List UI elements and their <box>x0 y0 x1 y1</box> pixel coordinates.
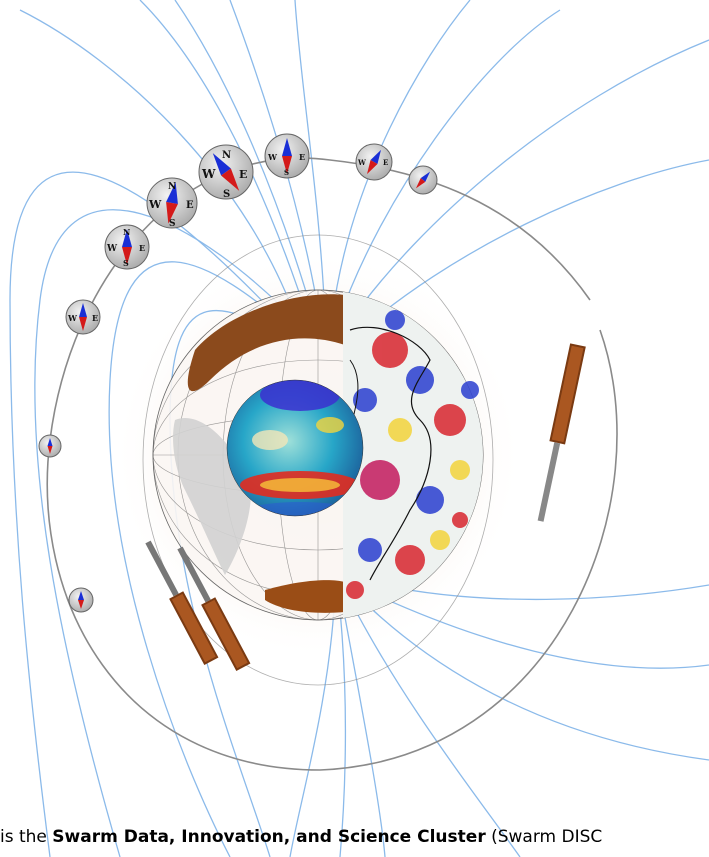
compass-3-west: W <box>67 313 78 323</box>
compass-5-south: S <box>169 219 176 229</box>
compass-3-east: E <box>92 313 98 323</box>
compass-7-west: W <box>267 152 278 162</box>
compass-6-south: S <box>223 189 230 200</box>
compass-1 <box>68 587 94 613</box>
compass-7-east: E <box>299 152 305 162</box>
compass-5-west: W <box>148 198 162 211</box>
compass-6-west: W <box>201 167 216 181</box>
compass-5: N W E S <box>146 177 198 229</box>
compass-3: W E <box>65 299 101 335</box>
compass-4-east: E <box>139 243 145 253</box>
compass-2 <box>38 434 62 458</box>
compass-6-east: E <box>239 168 247 181</box>
swarm-satellite-right <box>537 343 586 522</box>
compass-8-east: E <box>383 158 388 167</box>
caption-part-2: (Swarm DISC <box>485 827 603 847</box>
south-continent <box>265 580 345 613</box>
compass-6-north: N <box>222 150 231 161</box>
caption-part-1: is the <box>0 827 53 847</box>
compass-group: W E N W E S N W E S N W <box>38 133 438 613</box>
compass-5-east: E <box>186 200 194 211</box>
caption-bold: Swarm Data, Innovation, and Science Clus… <box>52 827 486 847</box>
swarm-satellite-left-1 <box>145 540 219 665</box>
compass-5-north: N <box>168 182 176 192</box>
north-continent <box>187 294 345 392</box>
compass-4-south: S <box>123 258 129 268</box>
compass-9 <box>408 165 438 195</box>
earth-globe <box>152 289 484 621</box>
compass-4-north: N <box>123 227 130 237</box>
compass-4-west: W <box>106 244 118 254</box>
compass-4: N W E S <box>104 224 150 270</box>
compass-7: W E S <box>264 133 310 179</box>
compass-8: W E <box>355 143 393 181</box>
lithosphere-cutaway <box>343 291 483 619</box>
compass-7-south: S <box>284 168 289 177</box>
core-field-sphere <box>226 379 364 517</box>
swarm-satellite-left-2 <box>177 546 251 671</box>
compass-6: N W E S <box>198 144 254 200</box>
compass-8-west: W <box>357 158 366 167</box>
caption-text: is the Swarm Data, Innovation, and Scien… <box>0 826 709 857</box>
